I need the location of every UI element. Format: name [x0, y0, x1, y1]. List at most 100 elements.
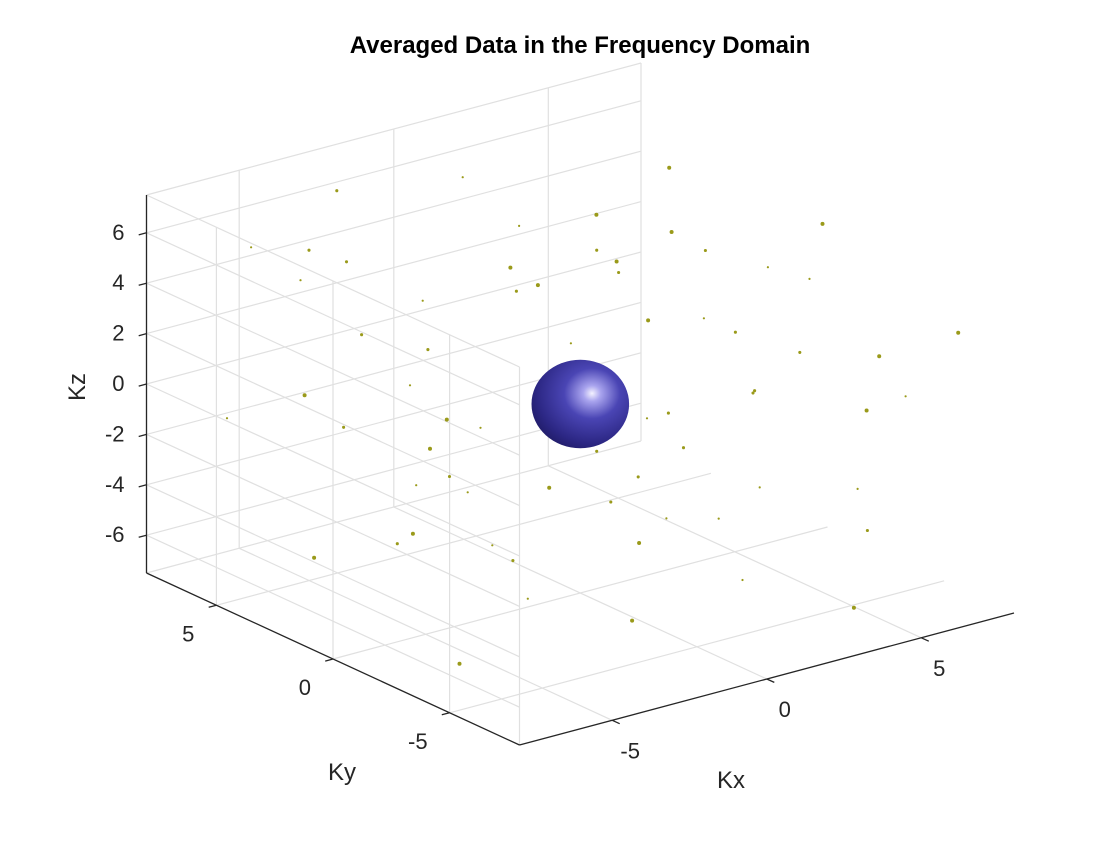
- noise-point: [514, 289, 518, 293]
- grid-line-z-left: [146, 333, 520, 507]
- noise-point: [904, 395, 907, 398]
- z-tick-mark: [138, 534, 147, 538]
- noise-point: [535, 283, 540, 288]
- z-tick-label: -4: [105, 472, 125, 497]
- noise-point: [335, 189, 339, 193]
- grid-line-z-right: [146, 301, 642, 435]
- box-edge-top-right: [146, 62, 642, 196]
- tick-labels: -5 0 5 -5 0 5 -6 -4 -2 0 2 4 6: [105, 220, 945, 763]
- noise-point: [717, 517, 720, 520]
- noise-point: [630, 618, 635, 623]
- noise-point: [609, 500, 613, 504]
- z-tick-label: 4: [112, 270, 124, 295]
- noise-point: [457, 661, 462, 666]
- grid-line-y-floor: [332, 526, 828, 660]
- noise-point: [798, 350, 802, 354]
- noise-point: [461, 176, 464, 179]
- noise-point: [547, 485, 552, 490]
- z-tick-mark: [138, 282, 147, 286]
- grid-line-z-right: [146, 251, 642, 385]
- noise-point: [426, 348, 430, 352]
- grid-line-z-left: [146, 232, 520, 406]
- grid-line-z-right: [146, 150, 642, 284]
- noise-point: [820, 221, 825, 226]
- noise-point: [250, 246, 253, 249]
- noise-point: [569, 342, 573, 345]
- grid-line-z-right: [146, 100, 642, 234]
- grid-line-z-left: [146, 383, 520, 557]
- z-tick-mark: [138, 383, 147, 387]
- noise-point: [617, 270, 621, 275]
- grid-line-y-floor: [216, 472, 712, 606]
- z-tick-mark: [138, 332, 147, 337]
- box-edge-top-left: [146, 194, 520, 368]
- noise-point: [851, 605, 856, 610]
- noise-point: [511, 559, 515, 563]
- noise-point: [360, 333, 364, 337]
- noise-point: [299, 279, 302, 282]
- noise-point: [751, 391, 755, 395]
- x-tick-label: 0: [779, 697, 791, 722]
- y-axis-label: Ky: [328, 759, 356, 786]
- noise-point: [758, 486, 761, 489]
- noise-point: [307, 248, 311, 252]
- noise-point: [669, 230, 674, 234]
- noise-point: [421, 299, 424, 302]
- noise-point: [444, 417, 449, 422]
- noise-point: [342, 425, 346, 429]
- grid-line-z-left: [146, 282, 520, 456]
- z-axis-label: Kz: [64, 373, 91, 401]
- noise-point: [447, 474, 452, 479]
- noise-point: [637, 541, 642, 545]
- grid-line-z-left: [146, 433, 520, 607]
- noise-point: [595, 248, 599, 252]
- noise-point: [225, 417, 229, 420]
- z-tick-label: -6: [105, 522, 125, 547]
- grid-line-y-floor: [449, 580, 945, 714]
- grid-line-z-right: [146, 201, 642, 335]
- y-tick-label: 5: [182, 621, 194, 646]
- x-tick-mark: [611, 719, 620, 725]
- x-axis-label: Kx: [717, 767, 745, 794]
- x-tick-mark: [921, 637, 930, 642]
- noise-point: [594, 212, 599, 217]
- noise-point: [595, 449, 599, 453]
- z-tick-mark: [138, 484, 147, 488]
- noise-point: [766, 266, 770, 269]
- noise-point: [646, 318, 651, 323]
- noise-point: [466, 491, 469, 494]
- x-tick-mark: [766, 678, 775, 683]
- noise-point: [645, 417, 649, 420]
- grid-line-z-left: [146, 484, 520, 658]
- noise-point: [344, 260, 349, 264]
- noise-point: [956, 330, 961, 335]
- noise-point: [733, 330, 737, 334]
- z-tick-label: 0: [112, 371, 124, 396]
- noise-point: [702, 317, 706, 320]
- noise-point: [415, 484, 418, 487]
- z-tick-label: 2: [112, 321, 124, 346]
- y-tick-label: -5: [408, 729, 428, 754]
- grid-line-z-left: [146, 534, 520, 708]
- z-tick-label: -2: [105, 421, 125, 446]
- noise-point: [410, 531, 415, 536]
- noise-point: [864, 408, 869, 413]
- noise-point: [395, 542, 399, 546]
- noise-point: [614, 259, 619, 264]
- noise-point: [703, 248, 707, 253]
- isosurfaces: [531, 359, 630, 449]
- x-axis-line: [519, 612, 1015, 746]
- x-tick-label: -5: [620, 738, 640, 763]
- noise-point: [479, 426, 482, 429]
- noise-point: [741, 578, 744, 582]
- noise-point: [865, 528, 869, 533]
- noise-point: [508, 265, 513, 270]
- noise-point: [667, 165, 672, 170]
- axes: [138, 195, 1015, 746]
- noise-point: [428, 446, 432, 451]
- x-tick-label: 5: [933, 656, 945, 681]
- y-tick-mark: [208, 604, 217, 608]
- y-tick-label: 0: [299, 675, 311, 700]
- noise-point: [526, 597, 529, 600]
